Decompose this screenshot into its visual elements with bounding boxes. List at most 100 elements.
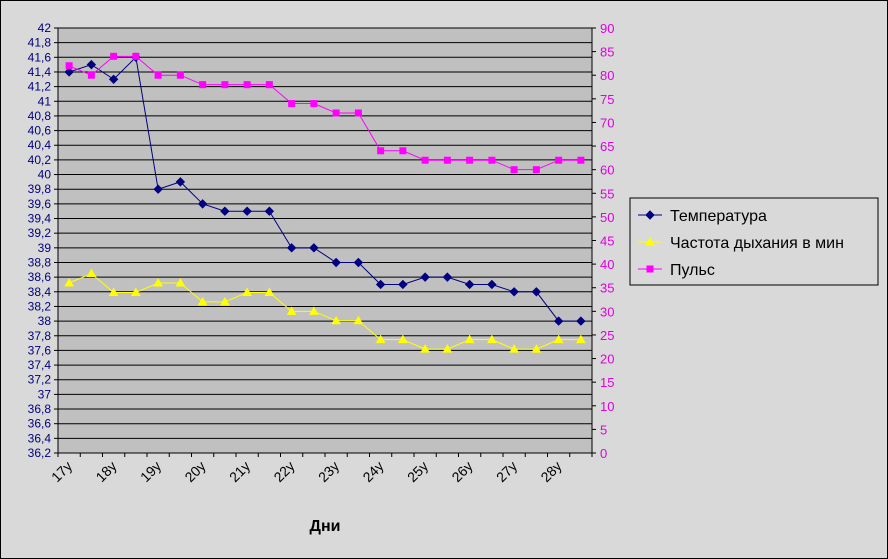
data-point	[288, 100, 296, 108]
x-tick-label: 24у	[359, 458, 386, 485]
data-point	[309, 243, 319, 253]
left-tick-label: 42	[38, 21, 52, 35]
right-tick-label: 0	[600, 446, 607, 461]
left-tick-label: 40,6	[28, 124, 52, 138]
data-point	[466, 156, 474, 164]
data-point	[353, 257, 364, 268]
left-tick-label: 38,4	[28, 285, 52, 299]
right-tick-label: 75	[600, 92, 614, 107]
data-point	[398, 279, 408, 290]
left-tick-label: 37,2	[28, 373, 52, 387]
left-tick-label: 39,8	[28, 182, 52, 196]
legend-marker	[645, 210, 655, 220]
x-tick-label: 28у	[537, 458, 564, 485]
series-line	[68, 56, 581, 322]
data-point	[110, 52, 118, 60]
data-point	[131, 287, 141, 296]
x-tick-label: 21у	[226, 458, 253, 485]
data-point	[331, 257, 341, 268]
data-point	[310, 100, 318, 108]
data-point	[576, 316, 586, 326]
series-layer	[64, 52, 586, 353]
legend-label: Частота дыхания в мин	[670, 235, 844, 252]
legend-marker	[646, 265, 654, 273]
left-tick-label: 36,6	[28, 417, 52, 431]
legend-item: Частота дыхания в мин	[638, 235, 844, 252]
right-tick-label: 80	[600, 68, 614, 83]
data-point	[242, 206, 252, 216]
x-tick-label: 17у	[48, 458, 75, 485]
right-tick-label: 55	[600, 186, 614, 201]
data-point	[175, 177, 186, 187]
legend: Температура Частота дыхания в мин Пульс	[629, 197, 879, 286]
data-point	[220, 296, 230, 306]
data-point	[108, 74, 119, 85]
data-point	[531, 344, 542, 353]
data-point	[509, 344, 519, 353]
left-tick-label: 39,4	[28, 212, 52, 226]
left-tick-label: 41,4	[28, 65, 52, 79]
data-point	[464, 279, 475, 290]
right-tick-label: 50	[600, 210, 614, 225]
right-tick-label: 70	[600, 115, 614, 130]
legend-item: Температура	[638, 208, 767, 225]
data-point	[132, 52, 140, 60]
data-point	[199, 81, 207, 89]
data-point	[264, 206, 275, 216]
left-tick-label: 38,6	[28, 270, 52, 284]
data-point	[553, 316, 564, 326]
left-tick-label: 37,4	[28, 358, 52, 372]
data-point	[154, 71, 162, 79]
legend-label: Температура	[670, 208, 767, 225]
data-point	[108, 287, 119, 296]
left-tick-label: 41,2	[28, 80, 52, 94]
left-tick-label: 36,2	[28, 446, 52, 460]
data-point	[576, 334, 586, 344]
data-point	[443, 156, 451, 164]
data-point	[555, 156, 563, 164]
data-point	[153, 277, 163, 287]
left-tick-label: 36,4	[28, 431, 52, 445]
data-point	[87, 71, 95, 79]
left-tick-label: 37	[38, 387, 52, 401]
right-tick-label: 85	[600, 45, 614, 60]
data-point	[197, 296, 208, 306]
data-point	[487, 334, 497, 344]
left-tick-label: 38,2	[28, 299, 52, 313]
data-point	[197, 199, 208, 209]
data-point	[220, 206, 230, 216]
right-tick-label: 45	[600, 234, 614, 249]
left-tick-label: 40,8	[28, 109, 52, 123]
left-tick-label: 38,8	[28, 255, 52, 269]
right-tick-label: 15	[600, 375, 614, 390]
data-point	[532, 166, 540, 174]
data-point	[286, 243, 297, 253]
data-point	[487, 279, 497, 290]
right-axis-ticks: 0 5 10 15 20 25 30 35 40 45 50 55 60 65 70 75 80 85 90	[592, 21, 614, 461]
x-tick-label: 25у	[404, 458, 431, 485]
right-tick-label: 40	[600, 257, 614, 272]
left-tick-label: 41,8	[28, 36, 52, 50]
right-tick-label: 65	[600, 139, 614, 154]
left-axis-ticks: 36,236,436,636,83737,237,437,637,83838,2…	[28, 21, 58, 460]
right-tick-label: 35	[600, 281, 614, 296]
legend-item: Пульс	[638, 262, 715, 279]
data-point	[399, 147, 407, 155]
data-point	[442, 272, 453, 282]
x-tick-label: 26у	[448, 458, 475, 485]
series-2	[64, 268, 586, 353]
data-point	[377, 147, 385, 155]
data-point	[442, 344, 453, 353]
data-point	[175, 277, 186, 287]
data-point	[286, 306, 297, 315]
left-tick-label: 36,8	[28, 402, 52, 416]
right-tick-label: 25	[600, 328, 614, 343]
right-tick-label: 30	[600, 304, 614, 319]
data-point	[64, 67, 74, 77]
right-tick-label: 20	[600, 352, 614, 367]
data-point	[577, 156, 585, 164]
data-point	[176, 71, 184, 79]
data-point	[488, 156, 496, 164]
left-tick-label: 37,6	[28, 343, 52, 357]
left-tick-label: 40	[38, 168, 52, 182]
